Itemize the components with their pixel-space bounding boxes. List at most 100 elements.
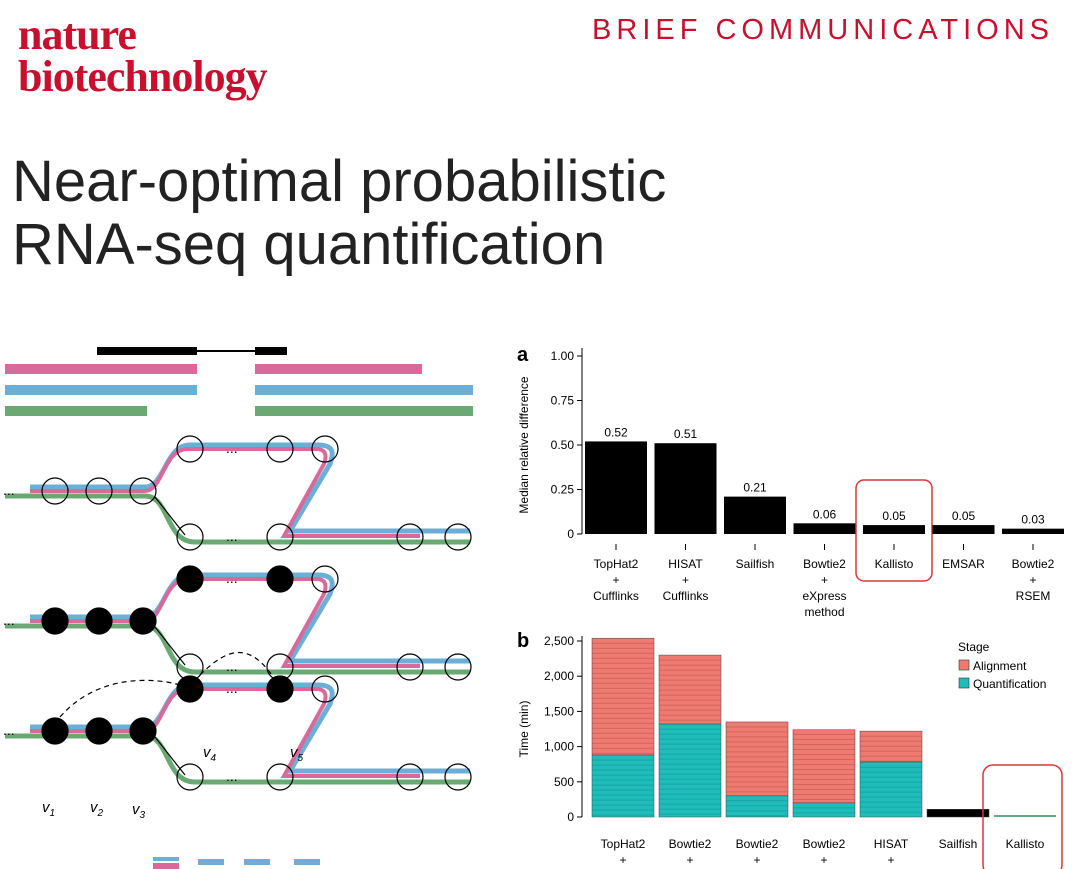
node [396, 763, 424, 791]
y-tick-label: 1.00 [551, 349, 575, 363]
gene-structure [97, 347, 287, 355]
edge [154, 626, 186, 666]
y-tick-label: 0 [567, 527, 574, 541]
edge [154, 496, 186, 536]
node-label-v2: v2 [90, 799, 104, 819]
category-label: Cufflinks [663, 589, 709, 603]
node [85, 607, 113, 635]
y-tick-label: 1,000 [544, 740, 574, 754]
category-label: Bowtie2 [669, 837, 712, 851]
legend-swatch-quantification [958, 677, 970, 689]
bar-kallisto [863, 525, 925, 534]
svg-text:v3: v3 [132, 801, 146, 821]
category-label: + [820, 853, 827, 867]
category-label: Kallisto [1006, 837, 1045, 851]
node-label-v1: v1 [42, 799, 55, 819]
skip-edge [59, 679, 181, 718]
ellipsis-left: ... [3, 722, 15, 738]
category-label: Kallisto [875, 557, 914, 571]
node [396, 653, 424, 681]
node [266, 763, 294, 791]
value-label: 0.21 [743, 481, 767, 495]
svg-text:v4: v4 [203, 744, 217, 764]
transcript-green [5, 406, 147, 416]
bar-bowtie2 [1002, 528, 1064, 534]
graph-panel-2: ......... [3, 565, 472, 681]
edge [154, 736, 186, 776]
y-axis-label: Median relative difference [517, 376, 531, 514]
value-label: 0.52 [604, 425, 628, 439]
node [266, 565, 294, 593]
node-label-v3: v3 [132, 801, 146, 821]
path-pink [30, 447, 420, 538]
ellipsis-bottom: ... [226, 528, 238, 544]
value-label: 0.51 [674, 427, 698, 441]
category-label: + [1029, 573, 1036, 587]
y-tick-label: 2,000 [544, 669, 574, 683]
bar-alignment [859, 730, 923, 763]
chart-runtime: b 0 500 1,000 1,500 2,000 2,500 Time (min) TopHa… [517, 630, 1063, 869]
node [176, 565, 204, 593]
category-label: + [821, 573, 828, 587]
article-title-line1: Near-optimal probabilistic [12, 149, 667, 214]
ellipsis-top: ... [226, 680, 238, 696]
y-tick-label: 0.75 [551, 394, 575, 408]
category-label: + [619, 853, 626, 867]
node [444, 653, 472, 681]
legend-label-alignment: Alignment [973, 659, 1027, 673]
category-label: HISAT [668, 557, 703, 571]
node [41, 607, 69, 635]
pseudoalignment-diagram: ........................... v1 v2 v3 v4 … [3, 347, 473, 869]
node [129, 607, 157, 635]
y-tick-label: 0.50 [551, 438, 575, 452]
article-title-line2: RNA-seq quantification [12, 212, 606, 277]
value-label: 0.05 [952, 509, 976, 523]
journal-logo-line1: nature [18, 10, 137, 59]
ellipsis-top: ... [226, 570, 238, 586]
node [266, 675, 294, 703]
ellipsis-bottom: ... [226, 768, 238, 784]
equivalence-legend [153, 857, 320, 869]
legend-label-quantification: Quantification [973, 677, 1046, 691]
bar-tophat2 [585, 441, 647, 534]
transcript-bars [5, 364, 473, 416]
bar-alignment [591, 637, 655, 756]
article-title: Near-optimal probabilistic RNA-seq quant… [12, 150, 666, 276]
ellipsis-bottom: ... [226, 658, 238, 674]
category-label: HISAT [874, 837, 909, 851]
ellipsis-left: ... [3, 482, 15, 498]
category-label: + [686, 853, 693, 867]
y-tick-label: 1,500 [544, 704, 574, 718]
y-tick-label: 0 [567, 810, 574, 824]
svg-text:v2: v2 [90, 799, 104, 819]
node [85, 717, 113, 745]
y-tick-label: 0.25 [551, 483, 575, 497]
transcript-pink [5, 364, 197, 374]
node [41, 717, 69, 745]
node [444, 523, 472, 551]
bar-alignment [658, 654, 722, 725]
bar-quantification [658, 723, 722, 818]
node [396, 523, 424, 551]
category-label: Sailfish [736, 557, 775, 571]
node [266, 435, 294, 463]
legend-title: Stage [958, 640, 990, 654]
node [85, 477, 113, 505]
journal-logo: nature biotechnology [18, 10, 268, 99]
node [176, 523, 204, 551]
node [311, 565, 339, 593]
bar-quantification [725, 795, 789, 818]
value-label: 0.03 [1021, 513, 1045, 527]
category-label: Bowtie2 [803, 557, 846, 571]
node [311, 675, 339, 703]
node [311, 435, 339, 463]
category-label: Bowtie2 [736, 837, 779, 851]
node [176, 675, 204, 703]
path-blue [30, 442, 470, 534]
node [41, 477, 69, 505]
category-label: RSEM [1016, 589, 1051, 603]
category-label: Bowtie2 [803, 837, 846, 851]
bar-quantification [859, 761, 923, 818]
category-label: method [804, 605, 844, 619]
value-label: 0.06 [813, 507, 837, 521]
